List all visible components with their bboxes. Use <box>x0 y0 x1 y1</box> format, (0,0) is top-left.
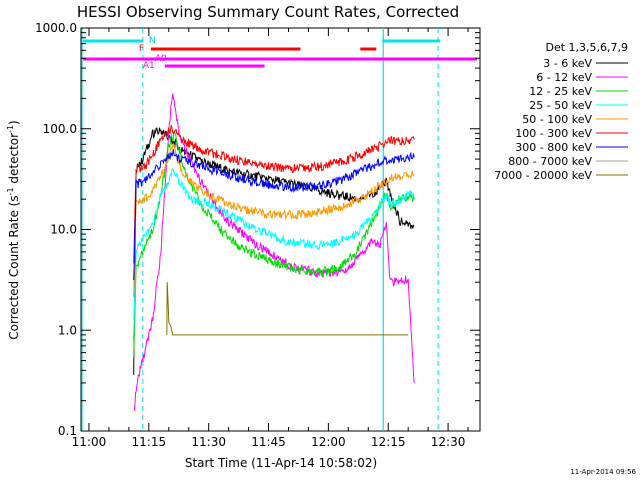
legend-label-3-6-kev: 3 - 6 keV <box>543 57 592 70</box>
series-line-12-25-kev <box>133 131 415 358</box>
plot-frame <box>80 27 481 432</box>
series-line-7000-20000-kev <box>166 282 409 336</box>
series-group <box>133 93 415 412</box>
series-line-100-300-kev <box>133 125 415 264</box>
y-axis-label-end: ) <box>7 120 21 125</box>
x-tick-label-0: 11:00 <box>72 435 107 449</box>
x-tick-label-5: 12:15 <box>371 435 406 449</box>
series-line-25-50-kev <box>133 168 415 333</box>
legend-label-800-7000-kev: 800 - 7000 keV <box>508 155 592 168</box>
legend-label-100-300-kev: 100 - 300 keV <box>515 127 592 140</box>
legend-title: Det 1,3,5,6,7,9 <box>545 41 628 54</box>
x-tick-label-6: 12:30 <box>431 435 466 449</box>
legend-label-12-25-kev: 12 - 25 keV <box>529 85 592 98</box>
y-axis-label-sup2: -1 <box>6 125 15 133</box>
y-tick-label-2: 10.0 <box>50 223 77 237</box>
legend-label-50-100-kev: 50 - 100 keV <box>522 113 592 126</box>
legend-label-7000-20000-kev: 7000 - 20000 keV <box>494 169 592 182</box>
x-tick-label-1: 11:15 <box>132 435 167 449</box>
x-tick-label-2: 11:30 <box>191 435 226 449</box>
x-axis: 11:00 11:15 11:30 11:45 12:00 12:15 12:30 <box>72 28 469 449</box>
x-tick-label-3: 11:45 <box>251 435 286 449</box>
legend-label-25-50-kev: 25 - 50 keV <box>529 99 592 112</box>
y-axis-label-main: Corrected Count Rate (s <box>7 195 21 339</box>
timestamp: 11-Apr-2014 09:56 <box>570 468 636 476</box>
x-tick-label-4: 12:00 <box>311 435 346 449</box>
y-axis: 0.1 1.0 10.0 100.0 1000.0 <box>35 21 480 438</box>
series-line-300-800-kev <box>133 149 415 281</box>
series-line-3-6-kev <box>133 127 415 375</box>
y-tick-label-3: 100.0 <box>43 122 77 136</box>
legend-label-300-800-kev: 300 - 800 keV <box>515 141 592 154</box>
legend-label-6-12-kev: 6 - 12 keV <box>536 71 592 84</box>
y-axis-label-mid: detector <box>7 133 21 188</box>
flag-label-a1: A1 <box>143 61 155 71</box>
flag-label-n: N <box>149 36 156 46</box>
series-line-50-100-kev <box>133 142 415 298</box>
chart-title: HESSI Observing Summary Count Rates, Cor… <box>77 3 459 21</box>
y-axis-label: Corrected Count Rate (s-1 detector-1) <box>6 120 21 339</box>
y-axis-label-sup1: -1 <box>6 187 15 195</box>
y-tick-label-0: 0.1 <box>58 424 77 438</box>
flag-label-f: F <box>139 44 144 54</box>
y-tick-label-1: 1.0 <box>58 323 77 337</box>
y-tick-label-4: 1000.0 <box>35 21 77 35</box>
x-axis-label: Start Time (11-Apr-14 10:58:02) <box>185 456 377 470</box>
flag-label-a0: A0 <box>155 54 167 64</box>
